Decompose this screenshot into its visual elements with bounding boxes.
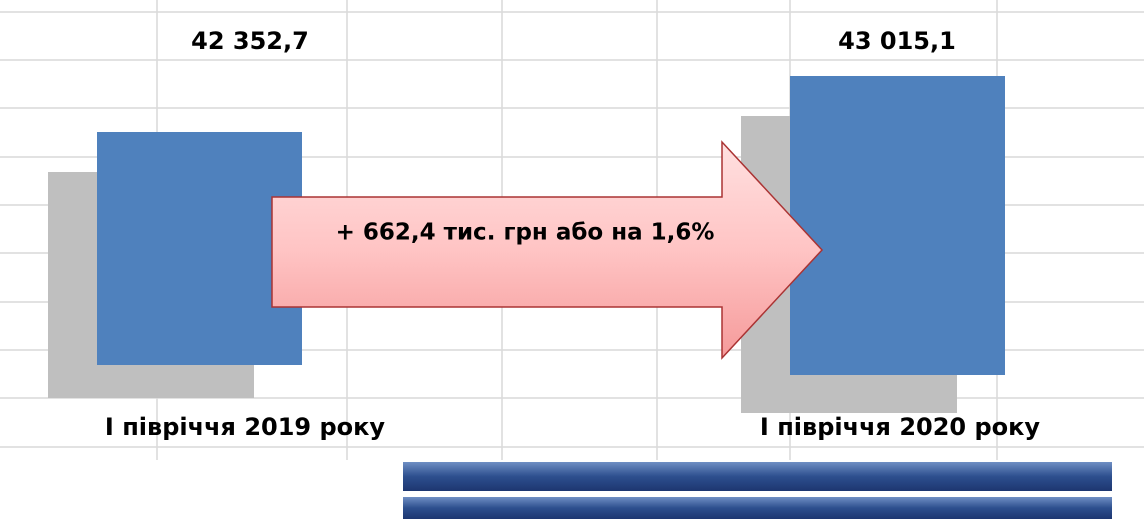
decor-band [403,497,1112,519]
decor-band [403,462,1112,491]
block [790,76,1005,375]
value-label: 42 352,7 [191,27,309,55]
value-label: 43 015,1 [838,27,956,55]
block [97,132,302,365]
arrow [271,140,824,360]
arrow-text: + 662,4 тис. грн або на 1,6% [336,220,715,246]
period-label: І півріччя 2019 року [105,413,386,441]
period-label: І півріччя 2020 року [760,413,1041,441]
